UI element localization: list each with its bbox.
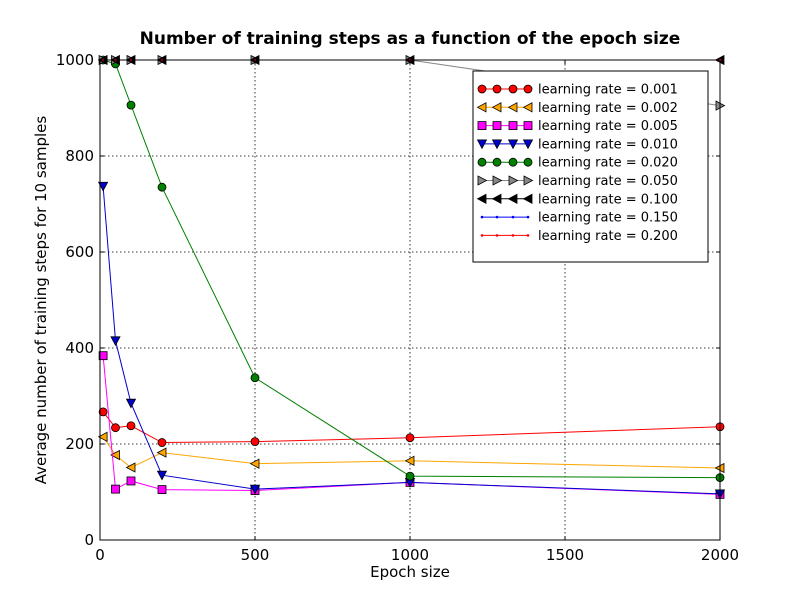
legend-swatch-marker [495, 215, 499, 219]
legend-swatch-marker [522, 102, 533, 113]
data-point [98, 407, 108, 417]
legend-swatch-marker [477, 157, 487, 167]
legend-swatch-marker [523, 121, 533, 130]
data-point [125, 462, 136, 473]
legend-swatch-marker [492, 84, 502, 94]
legend-swatch-marker [508, 157, 518, 167]
data-point [249, 458, 260, 469]
legend-label: learning rate = 0.100 [538, 192, 678, 207]
series-learning-rate-0-010 [97, 181, 726, 500]
legend-swatch-marker [477, 84, 487, 94]
data-point [405, 471, 415, 481]
x-tick-label: 1000 [391, 546, 429, 564]
legend-swatch-marker [508, 121, 518, 130]
series-learning-rate-0-002 [97, 431, 725, 474]
legend-swatch-marker [492, 121, 502, 130]
legend-swatch-marker [522, 139, 534, 150]
data-point [249, 484, 261, 495]
legend-entry: learning rate = 0.150 [480, 211, 678, 226]
legend-swatch-marker [526, 215, 530, 219]
legend-label: learning rate = 0.200 [538, 229, 678, 244]
legend-swatch-marker [477, 175, 488, 186]
y-tick-label: 600 [65, 243, 94, 261]
legend-swatch-marker [480, 234, 484, 237]
legend-swatch-marker [477, 121, 487, 130]
legend: learning rate = 0.001 learning rate = 0.0… [472, 70, 709, 263]
legend-swatch-marker [491, 102, 502, 113]
chart-title: Number of training steps as a function o… [140, 29, 681, 49]
legend-swatch-marker [480, 215, 484, 219]
legend-label: learning rate = 0.002 [538, 101, 678, 116]
ticks: 0 500 1000 1500 2000 0 200 400 600 800 1000 [56, 51, 739, 564]
data-point [126, 476, 136, 486]
legend-entry: learning rate = 0.005 [477, 119, 678, 134]
legend-swatch-marker [491, 139, 503, 150]
legend-swatch-marker [526, 234, 530, 237]
y-tick-label: 200 [65, 435, 94, 453]
x-axis-label: Epoch size [370, 563, 450, 581]
legend-label: learning rate = 0.050 [538, 174, 678, 189]
legend-entry: learning rate = 0.002 [476, 101, 678, 116]
data-point [156, 447, 167, 458]
data-point [157, 438, 167, 447]
legend-swatch-marker [523, 84, 533, 94]
legend-swatch-marker [476, 139, 488, 150]
legend-swatch-marker [511, 215, 515, 219]
legend-label: learning rate = 0.150 [538, 211, 678, 226]
legend-label: learning rate = 0.020 [538, 156, 678, 171]
legend-entry: learning rate = 0.001 [477, 83, 678, 98]
data-point [250, 373, 260, 383]
legend-swatch-marker [508, 175, 519, 186]
x-tick-label: 1500 [546, 546, 584, 564]
data-point [97, 181, 109, 192]
x-tick-label: 0 [95, 546, 105, 564]
data-point [111, 423, 120, 433]
legend-swatch-marker [508, 84, 518, 94]
data-point [110, 449, 120, 461]
data-point [404, 455, 415, 466]
y-tick-label: 800 [65, 147, 94, 165]
legend-entry: learning rate = 0.010 [476, 137, 678, 152]
legend-swatch-marker [511, 234, 515, 237]
series-learning-rate-0-001 [98, 407, 725, 447]
data-point [110, 336, 121, 347]
data-point [125, 398, 137, 409]
data-point [126, 100, 136, 110]
legend-swatch-marker [507, 139, 519, 150]
legend-swatch-marker [492, 157, 502, 167]
legend-label: learning rate = 0.010 [538, 137, 678, 152]
data-point [250, 437, 260, 447]
data-point [405, 433, 415, 443]
legend-swatch-marker [492, 175, 503, 186]
x-tick-label: 2000 [701, 546, 739, 564]
legend-entry: learning rate = 0.020 [477, 156, 678, 171]
legend-swatch-marker [523, 157, 533, 167]
y-tick-label: 0 [84, 531, 94, 549]
data-point [156, 470, 168, 481]
y-tick-label: 1000 [56, 51, 94, 69]
legend-entry: learning rate = 0.200 [480, 229, 678, 244]
data-point [97, 431, 108, 442]
legend-swatch-marker [491, 193, 502, 204]
legend-swatch-marker [522, 193, 533, 204]
legend-swatch-marker [476, 102, 487, 113]
legend-label: learning rate = 0.005 [538, 119, 678, 134]
data-point [126, 421, 136, 431]
data-point [157, 182, 167, 192]
legend-swatch-marker [507, 102, 518, 113]
data-point [98, 351, 108, 361]
legend-swatch-marker [507, 193, 518, 204]
data-point [157, 485, 167, 495]
legend-entry: learning rate = 0.100 [476, 192, 678, 207]
legend-label: learning rate = 0.001 [538, 83, 678, 98]
data-point [111, 484, 120, 494]
y-tick-label: 400 [65, 339, 94, 357]
y-axis-label: Average number of training steps for 10 … [32, 116, 50, 485]
legend-entry: learning rate = 0.050 [477, 174, 678, 189]
legend-swatch-marker [476, 193, 487, 204]
legend-swatch-marker [495, 234, 499, 237]
legend-swatch-marker [523, 175, 534, 186]
x-tick-label: 500 [241, 546, 270, 564]
